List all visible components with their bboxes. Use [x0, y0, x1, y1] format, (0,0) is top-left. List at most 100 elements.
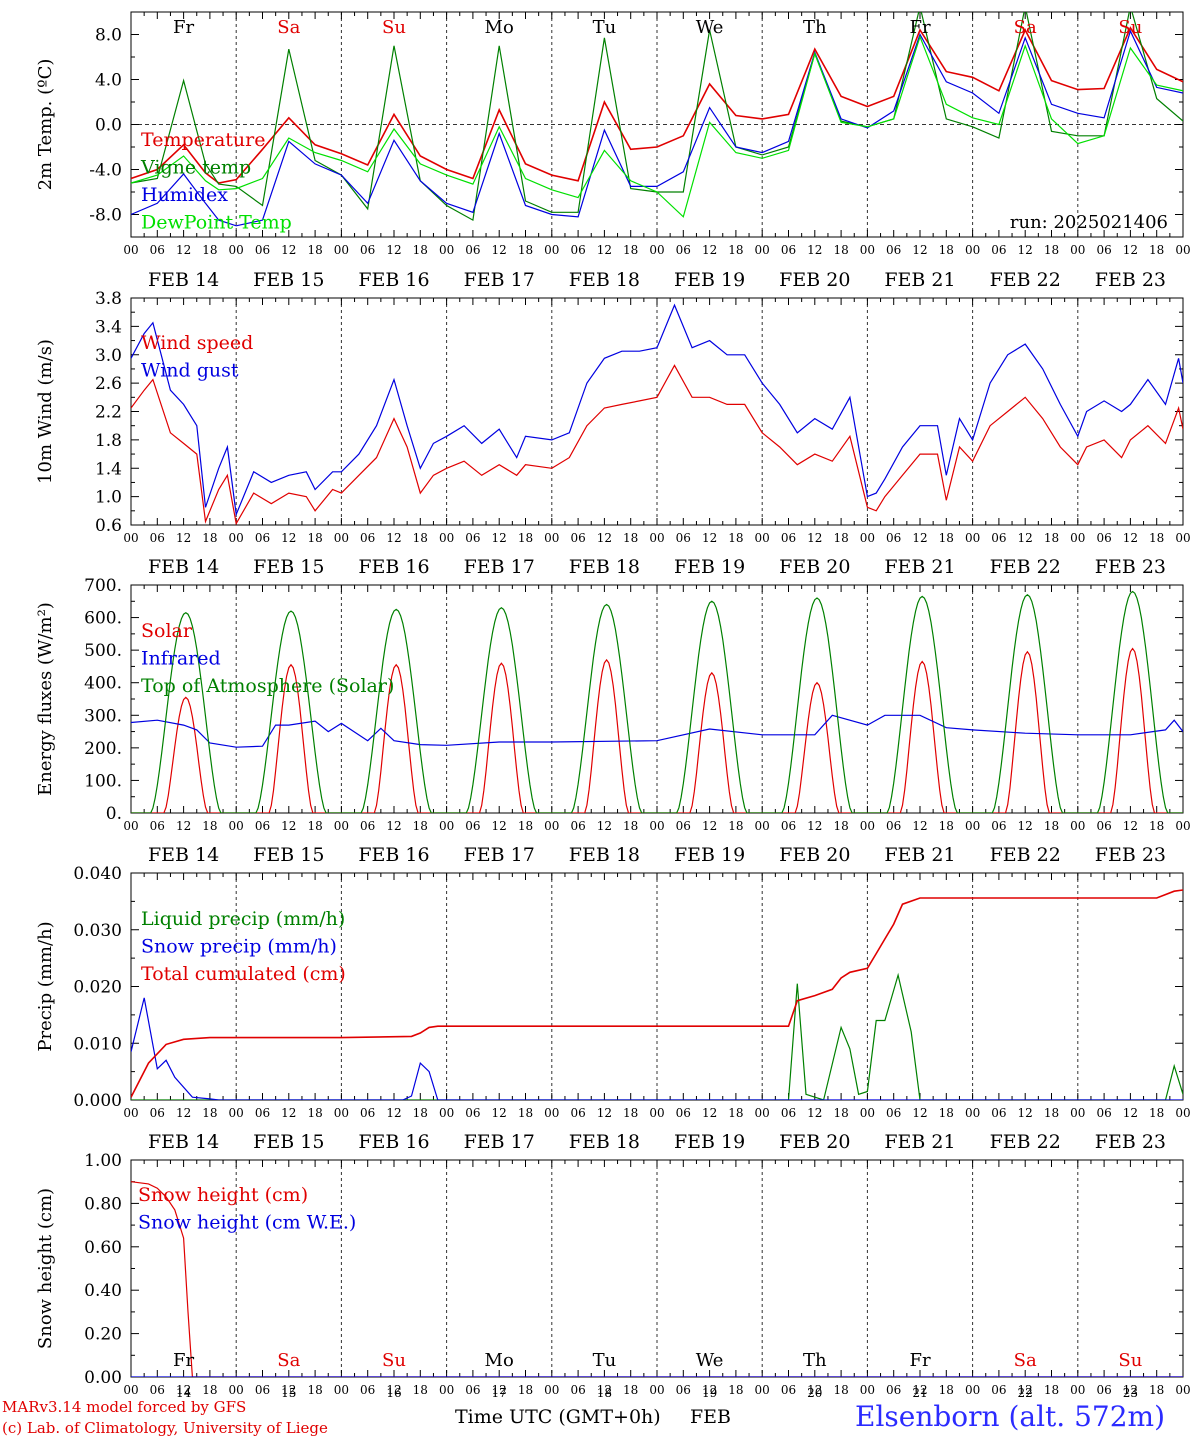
hour-label: 00 [1070, 1383, 1085, 1397]
hour-label: 00 [860, 243, 875, 257]
hour-label: 18 [728, 531, 743, 545]
hour-label: 18 [518, 531, 533, 545]
hour-label: 06 [360, 531, 375, 545]
hour-label: 06 [570, 1383, 585, 1397]
hour-label: 06 [150, 819, 165, 833]
day-of-week-label: Su [1118, 1350, 1142, 1371]
hour-label: 06 [991, 531, 1006, 545]
hour-label: 00 [1175, 531, 1190, 545]
hour-label: 18 [202, 1383, 217, 1397]
date-label: FEB 14 [148, 269, 219, 291]
hour-label: 12 [1018, 819, 1033, 833]
hour-label: 06 [255, 819, 270, 833]
hour-label: 06 [991, 819, 1006, 833]
legend-entry: Snow height (cm) [138, 1184, 308, 1206]
y-axis-title: Energy fluxes (W/m²) [35, 602, 56, 796]
panel-1: -8.0 -4.0 0.0 4.0 8.0 2m Temp. (ºC) 00 06 12 18 00… [35, 11, 1191, 291]
hour-label: 06 [360, 819, 375, 833]
hour-label: 00 [649, 1106, 664, 1120]
date-label: FEB 22 [990, 556, 1061, 578]
hour-label: 06 [991, 1106, 1006, 1120]
hour-label: 12 [1018, 1106, 1033, 1120]
series-snow-precip-mm-h [131, 997, 1183, 1100]
hour-label: 18 [623, 1383, 638, 1397]
date-label: FEB 21 [884, 1131, 955, 1153]
hour-label: 06 [781, 819, 796, 833]
y-tick-label: 0.000 [73, 1091, 122, 1111]
hour-label: 06 [676, 819, 691, 833]
y-tick-label: 0.040 [73, 864, 122, 884]
date-label: FEB 19 [674, 556, 745, 578]
date-label: FEB 19 [674, 269, 745, 291]
hour-label: 12 [1123, 531, 1138, 545]
hour-label: 00 [334, 819, 349, 833]
hour-label: 12 [492, 1383, 507, 1397]
hour-label: 12 [597, 243, 612, 257]
day-of-week-label: Sa [277, 1350, 300, 1371]
hour-label: 00 [1070, 243, 1085, 257]
hour-label: 06 [1096, 819, 1111, 833]
hour-label: 12 [597, 531, 612, 545]
series-group [131, 590, 1183, 813]
hour-label: 00 [123, 531, 138, 545]
meteogram: -8.0 -4.0 0.0 4.0 8.0 2m Temp. (ºC) 00 06 12 18 00… [35, 11, 1191, 1400]
hour-label: 06 [676, 243, 691, 257]
hour-label: 18 [1149, 531, 1164, 545]
hour-label: 00 [755, 1106, 770, 1120]
date-label: FEB 20 [779, 1131, 850, 1153]
y-tick-label: 0.20 [84, 1325, 122, 1345]
hour-label: 18 [623, 531, 638, 545]
hour-label: 18 [202, 531, 217, 545]
hour-label: 18 [939, 531, 954, 545]
hour-label: 06 [465, 1383, 480, 1397]
y-tick-label: -8.0 [89, 206, 122, 226]
date-label: FEB 18 [569, 269, 640, 291]
hour-label: 06 [886, 243, 901, 257]
y-tick-label: 1.0 [95, 488, 122, 508]
y-tick-label: 700. [84, 576, 122, 596]
hour-label: 06 [1096, 1106, 1111, 1120]
date-label: FEB 17 [464, 1131, 535, 1153]
legend-entry: Snow precip (mm/h) [141, 936, 337, 958]
day-number-label: 16 [386, 1386, 401, 1400]
date-label: FEB 18 [569, 556, 640, 578]
hour-label: 00 [1175, 819, 1190, 833]
legend-entry: Humidex [141, 184, 228, 206]
hour-label: 06 [781, 531, 796, 545]
y-tick-label: 200. [84, 739, 122, 759]
hour-label: 06 [991, 1383, 1006, 1397]
hour-label: 00 [334, 1106, 349, 1120]
y-tick-label: 400. [84, 674, 122, 694]
day-of-week-label: Su [382, 1350, 406, 1371]
hour-label: 00 [649, 531, 664, 545]
y-tick-label: 0.60 [84, 1238, 122, 1258]
legend-entry: Snow height (cm W.E.) [138, 1212, 356, 1234]
legend-entry: DewPoint Temp [141, 212, 292, 234]
hour-label: 06 [150, 1383, 165, 1397]
hour-label: 06 [886, 531, 901, 545]
date-label: FEB 18 [569, 1131, 640, 1153]
y-tick-label: 3.8 [95, 289, 122, 309]
hour-label: 18 [413, 243, 428, 257]
legend-entry: Infrared [141, 648, 221, 670]
y-axis-title: Snow height (cm) [35, 1188, 56, 1349]
hour-label: 12 [281, 1383, 296, 1397]
hour-label: 18 [1149, 1383, 1164, 1397]
hour-label: 12 [702, 1383, 717, 1397]
series-top-of-atmosphere-solar [131, 590, 1183, 813]
hour-label: 18 [1044, 1383, 1059, 1397]
hour-label: 00 [860, 1106, 875, 1120]
x-axis-month: FEB [690, 1406, 732, 1428]
hour-label: 12 [386, 243, 401, 257]
date-label: FEB 14 [148, 556, 219, 578]
hour-label: 00 [123, 1383, 138, 1397]
hour-label: 18 [1044, 819, 1059, 833]
date-label: FEB 16 [358, 269, 429, 291]
hour-label: 06 [465, 243, 480, 257]
hour-label: 12 [597, 819, 612, 833]
x-axis-title: Time UTC (GMT+0h) [455, 1406, 661, 1428]
hour-label: 12 [912, 1106, 927, 1120]
hour-label: 18 [202, 243, 217, 257]
hour-label: 12 [912, 1383, 927, 1397]
day-of-week-label: Su [1118, 17, 1142, 38]
